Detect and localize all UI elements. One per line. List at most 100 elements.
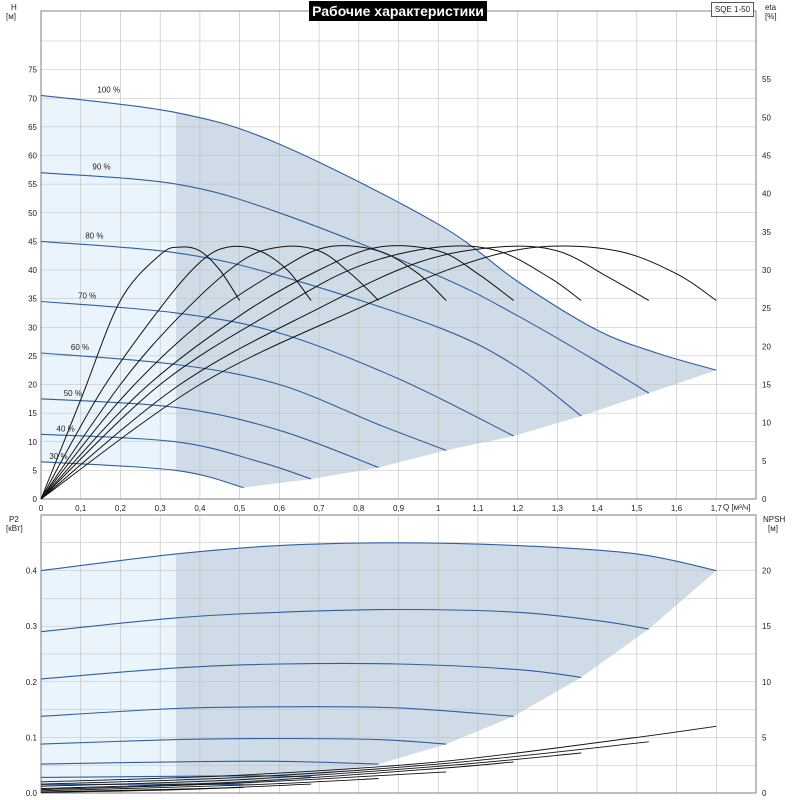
npsh-tick-label: 5 <box>762 733 767 742</box>
x-tick-label: 0,5 <box>234 504 246 513</box>
x-tick-label: 1,2 <box>512 504 524 513</box>
h-curve-label: 90 % <box>92 163 110 172</box>
p2-axis-label: P2 <box>9 515 19 524</box>
eta-curve <box>40 245 717 500</box>
eta-tick-label: 40 <box>762 190 771 199</box>
power-curve <box>40 542 717 572</box>
q-axis-label: Q [м³/ч] <box>723 503 751 512</box>
h-axis-label: H <box>11 3 17 12</box>
eta-tick-label: 45 <box>762 152 771 161</box>
x-tick-label: 1,5 <box>631 504 643 513</box>
power-curve <box>40 608 649 633</box>
h-tick-label: 10 <box>28 438 37 447</box>
eta-curve <box>40 246 241 500</box>
eta-curve <box>40 245 447 500</box>
x-tick-label: 1,4 <box>592 504 604 513</box>
npsh-axis-unit: [м] <box>768 524 778 533</box>
model-label: SQE 1-50 <box>711 2 754 17</box>
h-curve-label: 100 % <box>97 85 120 94</box>
x-tick-label: 0,4 <box>194 504 206 513</box>
npsh-curve <box>40 786 244 793</box>
p2-tick-label: 0.1 <box>26 733 38 742</box>
eta-tick-label: 5 <box>762 457 767 466</box>
p2-axis-unit: [кВт] <box>6 524 23 533</box>
h-tick-label: 50 <box>28 209 37 218</box>
x-tick-label: 1,7 <box>711 504 723 513</box>
eta-tick-label: 15 <box>762 381 771 390</box>
h-tick-label: 30 <box>28 323 37 332</box>
h-curve <box>40 352 447 451</box>
eta-tick-label: 50 <box>762 113 771 122</box>
npsh-tick-label: 15 <box>762 622 771 631</box>
h-tick-label: 55 <box>28 180 37 189</box>
h-tick-label: 45 <box>28 237 37 246</box>
x-tick-label: 1 <box>436 504 441 513</box>
h-curve <box>40 398 379 469</box>
h-tick-label: 25 <box>28 352 37 361</box>
npsh-curve <box>40 761 514 790</box>
x-tick-label: 0,1 <box>75 504 87 513</box>
h-axis-unit: [м] <box>6 12 16 21</box>
h-tick-label: 70 <box>28 94 37 103</box>
h-tick-label: 5 <box>33 466 38 475</box>
power-curve <box>40 775 312 778</box>
h-curve <box>40 172 650 394</box>
eta-curve <box>40 245 379 500</box>
npsh-tick-label: 0 <box>762 789 767 798</box>
eta-curve <box>40 245 582 500</box>
eta-tick-label: 20 <box>762 342 771 351</box>
h-curve-label: 50 % <box>64 389 82 398</box>
eta-tick-label: 35 <box>762 228 771 237</box>
h-curve-label: 70 % <box>78 291 96 300</box>
x-tick-label: 0,8 <box>353 504 365 513</box>
x-tick-label: 1,1 <box>472 504 484 513</box>
power-curve <box>40 737 447 745</box>
power-curve <box>40 662 582 680</box>
h-tick-label: 20 <box>28 381 37 390</box>
power-curve <box>40 706 514 717</box>
x-tick-label: 0,3 <box>155 504 167 513</box>
eta-curve <box>40 245 650 500</box>
npsh-curve <box>40 752 582 787</box>
x-tick-label: 1,6 <box>671 504 683 513</box>
h-curve <box>40 94 717 371</box>
h-curve-label: 60 % <box>71 343 89 352</box>
chart-title: Рабочие характеристики <box>309 1 487 21</box>
h-tick-label: 0 <box>33 495 38 504</box>
eta-tick-label: 30 <box>762 266 771 275</box>
eta-curve <box>40 245 514 500</box>
p2-tick-label: 0.2 <box>26 678 38 687</box>
x-tick-label: 0,6 <box>274 504 286 513</box>
h-tick-label: 40 <box>28 266 37 275</box>
npsh-axis-label: NPSH <box>763 515 786 524</box>
h-tick-label: 65 <box>28 123 37 132</box>
npsh-tick-label: 10 <box>762 678 771 687</box>
p2-tick-label: 0.0 <box>26 789 38 798</box>
x-tick-label: 0 <box>39 504 44 513</box>
h-curve-label: 40 % <box>57 424 75 433</box>
npsh-curve <box>40 725 717 783</box>
eta-tick-label: 25 <box>762 304 771 313</box>
x-tick-label: 0,9 <box>393 504 405 513</box>
x-tick-label: 0,7 <box>313 504 325 513</box>
eta-tick-label: 10 <box>762 419 771 428</box>
h-curve <box>40 240 582 417</box>
eta-axis-label: eta <box>765 3 777 12</box>
power-curve <box>40 760 379 765</box>
h-tick-label: 75 <box>28 66 37 75</box>
h-tick-label: 35 <box>28 295 37 304</box>
eta-tick-label: 0 <box>762 495 767 504</box>
eta-tick-label: 55 <box>762 75 771 84</box>
h-tick-label: 15 <box>28 409 37 418</box>
npsh-curve <box>40 771 447 791</box>
power-curve <box>40 783 244 786</box>
h-tick-label: 60 <box>28 152 37 161</box>
bottom-plot-frame <box>40 514 757 794</box>
h-curve-label: 80 % <box>85 231 103 240</box>
npsh-curve <box>40 778 379 792</box>
p2-tick-label: 0.4 <box>26 567 38 576</box>
npsh-curve <box>40 741 649 785</box>
power-recommended-area <box>176 542 717 785</box>
